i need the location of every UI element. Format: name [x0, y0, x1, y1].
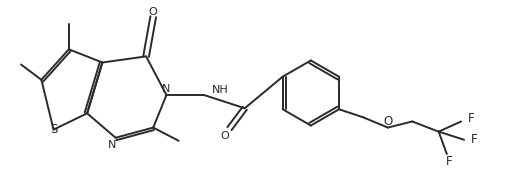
Text: O: O [149, 7, 158, 17]
Text: O: O [220, 131, 229, 141]
Text: NH: NH [212, 85, 229, 95]
Text: N: N [108, 140, 116, 150]
Text: F: F [471, 133, 478, 146]
Text: F: F [446, 155, 452, 168]
Text: N: N [162, 84, 171, 94]
Text: S: S [50, 123, 57, 136]
Text: O: O [383, 115, 393, 128]
Text: F: F [468, 112, 475, 125]
